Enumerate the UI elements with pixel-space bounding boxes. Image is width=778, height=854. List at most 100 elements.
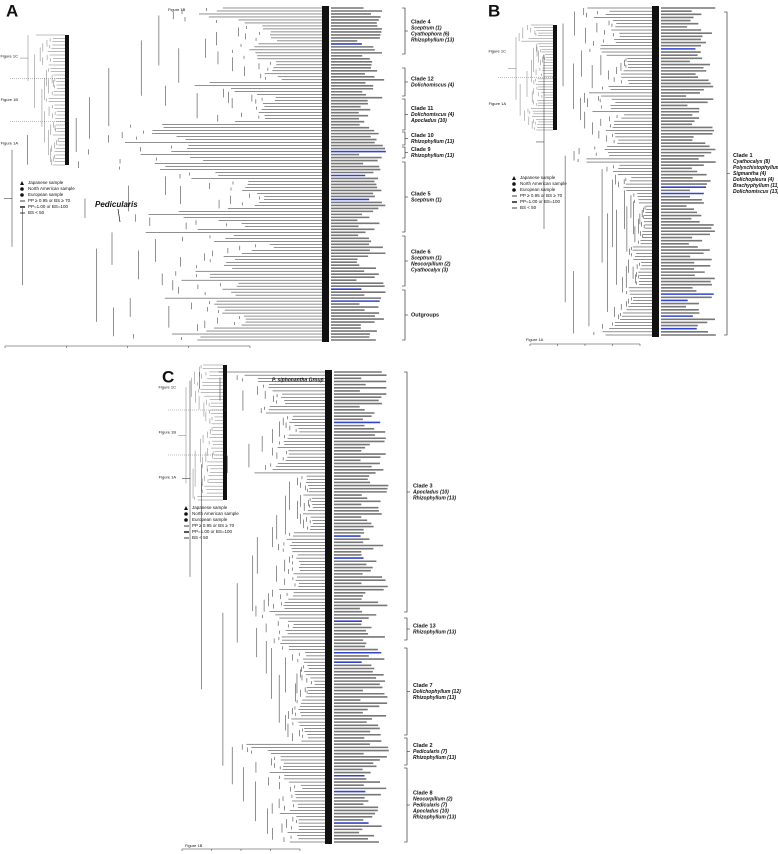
tip-column xyxy=(325,370,332,844)
clade-subgroup: Rhizophyllum (13) xyxy=(413,629,456,635)
thumb-label: Figure 1A xyxy=(1,140,19,145)
clade-subgroup: Neocorpillum (2) xyxy=(411,261,451,267)
clade-bracket xyxy=(402,289,408,341)
legend-text: European sample xyxy=(520,187,556,192)
clade-subgroup: Sceptrum (1) xyxy=(411,197,442,203)
figure-ref: Figure 1B xyxy=(185,843,203,848)
legend-text: European sample xyxy=(28,192,64,197)
clade-bracket xyxy=(404,737,410,766)
clade-bracket xyxy=(402,146,408,159)
clade-name: Clade 6 xyxy=(411,249,431,255)
thumb-label: Figure 1C xyxy=(488,48,506,53)
legend-symbol xyxy=(184,506,188,510)
legend-text: Japanese sample xyxy=(192,505,228,510)
clade-name: Clade 1 xyxy=(733,153,753,159)
legend-symbol xyxy=(512,182,516,186)
legend-text: BS < 50 xyxy=(192,535,209,540)
clade-subgroup: Sigmantha (4) xyxy=(733,171,766,177)
clade-subgroup: Rhizophyllum (13) xyxy=(411,139,454,145)
tip-column xyxy=(652,6,659,337)
clade-name: Clade 5 xyxy=(411,191,431,197)
clade-subgroup: Apocladus (10) xyxy=(412,808,449,814)
panel-letter: A xyxy=(6,1,18,20)
legend-text: North American sample xyxy=(192,511,239,516)
clade-name: Clade 4 xyxy=(411,19,432,25)
legend-text: BS < 50 xyxy=(28,210,45,215)
legend-text: North American sample xyxy=(520,181,567,186)
clade-bracket xyxy=(404,647,410,736)
clade-name: Clade 3 xyxy=(413,483,433,489)
thumb-label: Figure 1B xyxy=(1,97,19,102)
clade-subgroup: Apocladus (10) xyxy=(412,489,449,495)
genus-label: P. siphonantha Group xyxy=(272,377,324,383)
clade-name: Clade 11 xyxy=(411,106,433,112)
clade-subgroup: Rhizophyllum (13) xyxy=(413,755,456,761)
legend-symbol xyxy=(512,188,516,192)
figure-ref: Figure 1B xyxy=(168,7,186,12)
clade-subgroup: Dolichomiscus (4) xyxy=(411,82,454,88)
legend-text: PP ≥ 0.95 or BS ≥ 70 xyxy=(192,523,235,528)
clade-subgroup: Dolichophyllum (12) xyxy=(413,689,461,695)
clade-bracket xyxy=(402,98,408,131)
legend-text: BS < 50 xyxy=(520,205,537,210)
legend-text: PP=1.00 or BS=100 xyxy=(192,529,233,534)
clade-bracket xyxy=(402,161,408,233)
clade-bracket xyxy=(404,617,410,641)
legend-symbol xyxy=(512,176,516,180)
legend-symbol xyxy=(20,193,24,197)
clade-subgroup: Sceptrum (1) xyxy=(411,255,442,261)
clade-subgroup: Pedicularis (7) xyxy=(413,749,448,755)
clade-name: Clade 8 xyxy=(413,790,433,796)
clade-name: Clade 7 xyxy=(413,683,433,689)
thumb-tips xyxy=(65,35,69,165)
clade-subgroup: Dolichomiscus (4) xyxy=(411,112,454,118)
legend-symbol xyxy=(20,181,24,185)
clade-subgroup: Dolichopleura (4) xyxy=(733,177,774,183)
legend-text: PP ≥ 0.95 or BS ≥ 70 xyxy=(28,198,71,203)
thumb-label: Figure 1A xyxy=(159,475,177,480)
thumb-label: Figure 1B xyxy=(159,430,177,435)
clade-name: Outgroups xyxy=(411,312,439,318)
legend-symbol xyxy=(184,512,188,516)
panel-letter: C xyxy=(162,367,174,386)
thumb-label: Figure 1C xyxy=(158,385,176,390)
clade-subgroup: Rhizophyllum (13) xyxy=(413,495,456,501)
legend-text: PP ≥ 0.95 or BS ≥ 70 xyxy=(520,193,563,198)
clade-bracket xyxy=(402,67,408,97)
legend-text: European sample xyxy=(192,517,228,522)
clade-name: Clade 10 xyxy=(411,133,434,139)
clade-subgroup: Cyathocalyx (8) xyxy=(733,159,770,165)
clade-name: Clade 9 xyxy=(411,147,431,153)
clade-subgroup: Rhizophyllum (13) xyxy=(411,37,454,43)
genus-arrow xyxy=(117,208,121,223)
clade-subgroup: Rhizophyllum (13) xyxy=(413,814,456,820)
legend-text: PP=1.00 or BS=100 xyxy=(28,204,69,209)
clade-bracket xyxy=(402,235,408,287)
clade-bracket xyxy=(402,7,408,55)
clade-subgroup: Dolichomiscus (13) xyxy=(733,189,778,195)
clade-bracket xyxy=(404,371,410,613)
clade-subgroup: Cyathocalyx (3) xyxy=(411,267,448,273)
tip-column xyxy=(322,6,329,342)
genus-label: Pedicularis xyxy=(95,200,138,209)
clade-bracket xyxy=(724,11,730,336)
clade-bracket xyxy=(402,131,408,146)
clade-subgroup: Brachyphyllum (11) xyxy=(733,183,778,189)
thumb-label: Figure 1A xyxy=(489,101,507,106)
legend-symbol xyxy=(184,518,188,522)
legend-text: North American sample xyxy=(28,186,75,191)
legend-symbol xyxy=(20,187,24,191)
thumb-tips xyxy=(223,365,227,500)
clade-subgroup: Pedicularis (7) xyxy=(413,802,448,808)
legend-text: Japanese sample xyxy=(520,175,556,180)
clade-subgroup: Rhizophyllum (13) xyxy=(411,153,454,159)
clade-bracket xyxy=(404,767,410,843)
legend-text: PP=1.00 or BS=100 xyxy=(520,199,561,204)
clade-subgroup: Apocladus (10) xyxy=(410,118,447,124)
clade-name: Clade 12 xyxy=(411,76,434,82)
figure-ref: Figure 1A xyxy=(526,337,544,342)
clade-subgroup: Sceptrum (1) xyxy=(411,25,442,31)
clade-subgroup: Rhizophyllum (13) xyxy=(413,695,456,701)
clade-subgroup: Neocorpillum (2) xyxy=(413,796,453,802)
